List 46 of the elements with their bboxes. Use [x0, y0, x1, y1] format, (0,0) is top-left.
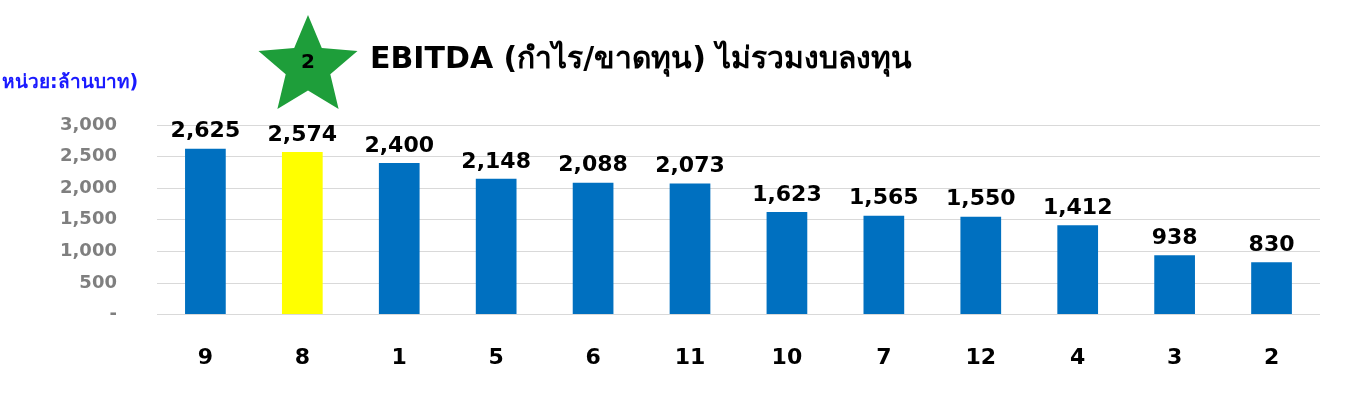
y-tick-label: 2,000 [60, 175, 117, 197]
data-label: 2,400 [364, 131, 435, 157]
data-label: 830 [1248, 230, 1295, 256]
bar [1154, 255, 1195, 315]
x-tick-label: 5 [488, 343, 504, 369]
bar [960, 216, 1002, 315]
data-label: 2,073 [655, 152, 725, 178]
bar [281, 151, 323, 315]
bar [863, 215, 905, 315]
data-label: 2,625 [170, 117, 241, 143]
data-label: 2,088 [558, 151, 628, 177]
x-tick-label: 11 [674, 343, 706, 369]
x-tick-label: 4 [1070, 343, 1086, 369]
x-tick-label: 6 [585, 343, 601, 369]
x-tick-label: 7 [876, 343, 892, 369]
y-tick-label: 500 [79, 270, 117, 292]
bar [669, 183, 711, 315]
data-label: 2,148 [461, 147, 531, 173]
bar [1057, 225, 1099, 315]
bar [1251, 262, 1292, 315]
data-label: 938 [1151, 224, 1198, 250]
y-tick-label: 2,500 [60, 144, 117, 166]
data-label: 1,412 [1042, 194, 1113, 220]
x-tick-label: 10 [771, 343, 803, 369]
bar [475, 178, 517, 315]
x-tick-label: 8 [294, 343, 310, 369]
y-axis-title: หน่วย:ล้านบาท) [2, 69, 139, 94]
x-tick-label: 1 [391, 343, 407, 369]
text: 2 [301, 49, 315, 73]
chart-title: EBITDA (กำไร/ขาดทุน) ไม่รวมงบลงทุน [370, 39, 913, 79]
bar [185, 148, 226, 315]
data-label: 1,550 [945, 185, 1016, 211]
y-tick-label: 3,000 [60, 112, 117, 134]
x-tick-label: 9 [197, 343, 214, 369]
x-tick-label: 3 [1166, 343, 1183, 369]
y-tick-label: 1,500 [60, 207, 117, 229]
y-tick-label: 1,000 [60, 239, 117, 261]
bar [766, 212, 808, 315]
bar [572, 182, 614, 315]
data-label: 1,565 [849, 184, 919, 210]
data-label: 1,623 [752, 180, 822, 206]
x-tick-label: 12 [965, 343, 997, 369]
y-tick-label: - [109, 302, 117, 324]
x-tick-label: 2 [1263, 343, 1280, 369]
bar [378, 162, 420, 315]
data-label: 2,574 [267, 120, 338, 146]
